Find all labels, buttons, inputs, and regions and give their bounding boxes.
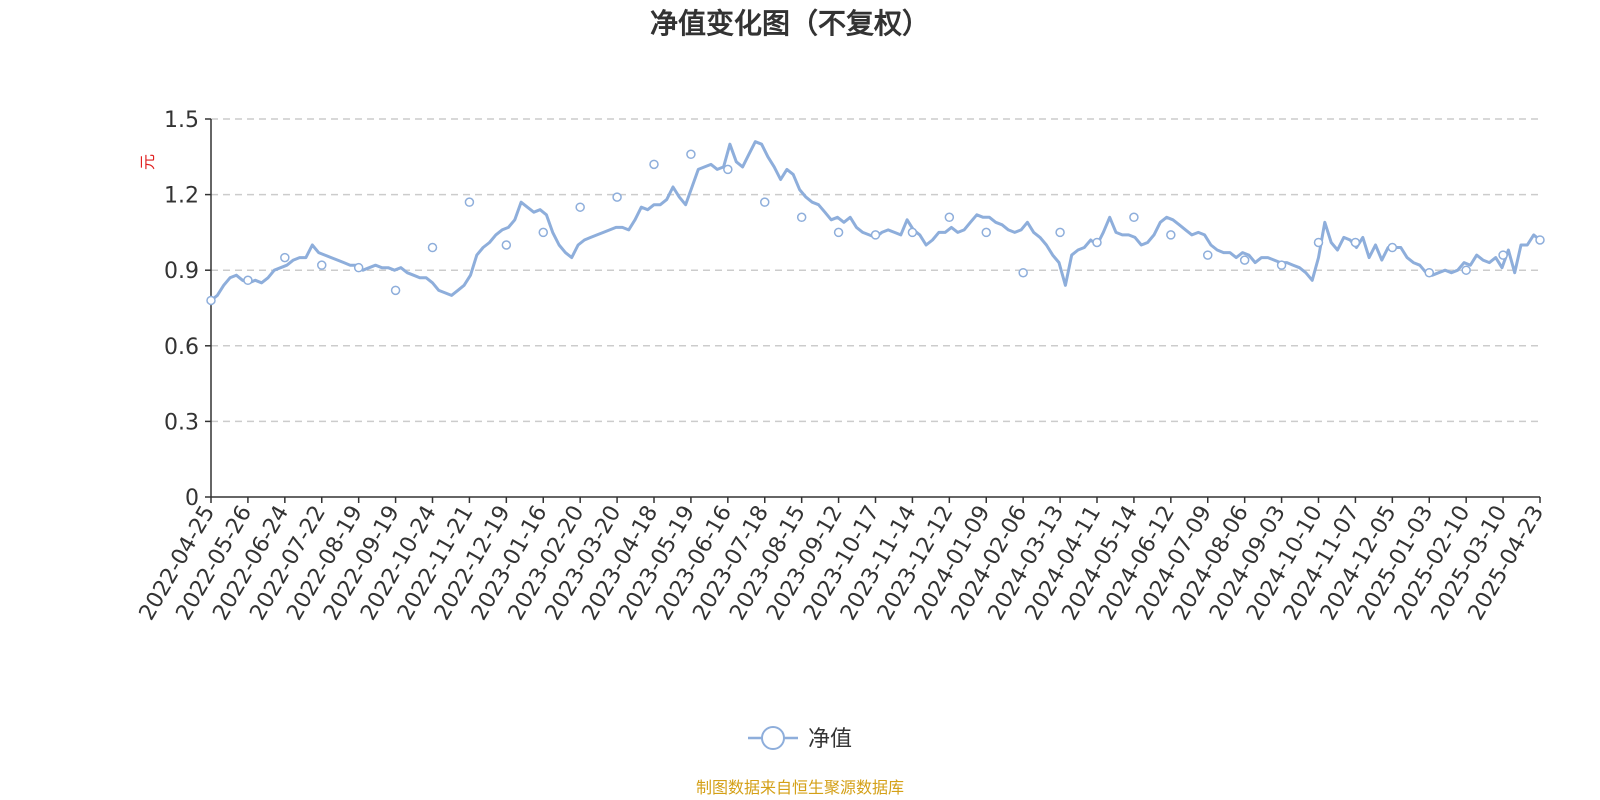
data-point[interactable] (944, 212, 955, 223)
legend-circle-icon (761, 726, 785, 750)
data-point[interactable] (1276, 260, 1287, 270)
data-point[interactable] (1018, 267, 1028, 278)
x-ticks: 2022-04-252022-05-262022-06-242022-07-22… (135, 497, 1549, 625)
data-point[interactable] (1350, 237, 1361, 248)
data-point[interactable] (280, 252, 290, 263)
data-point[interactable] (981, 227, 991, 238)
series-layer (210, 140, 1541, 302)
data-point[interactable] (833, 227, 844, 238)
data-point[interactable] (907, 227, 918, 238)
legend-label: 净值 (808, 727, 852, 752)
data-point[interactable] (1055, 227, 1065, 238)
data-point[interactable] (723, 164, 733, 175)
data-point[interactable] (1092, 237, 1102, 248)
legend[interactable]: 净值 (748, 726, 852, 752)
y-tick-label: 0 (185, 486, 199, 511)
y-ticks: 0 0.3 0.6 0.9 1.2 1.5 (164, 108, 211, 511)
y-tick-label: 0.3 (164, 410, 199, 435)
source-note: 制图数据来自恒生聚源数据库 (696, 778, 904, 797)
data-point[interactable] (612, 192, 622, 202)
data-point[interactable] (1498, 250, 1508, 260)
y-axis-label: 元 (138, 154, 157, 170)
data-point[interactable] (353, 262, 364, 273)
data-point[interactable] (1461, 265, 1471, 275)
series-markers (206, 149, 1545, 306)
data-point[interactable] (1424, 267, 1434, 278)
data-point[interactable] (464, 197, 475, 207)
data-point[interactable] (796, 212, 807, 223)
data-point[interactable] (1203, 250, 1213, 260)
data-point[interactable] (317, 260, 327, 270)
data-point[interactable] (870, 230, 881, 240)
data-point[interactable] (243, 275, 253, 286)
y-tick-label: 0.6 (164, 335, 199, 360)
data-point[interactable] (1239, 255, 1250, 265)
data-point[interactable] (1535, 235, 1545, 245)
data-point[interactable] (760, 197, 770, 207)
series-line (210, 140, 1541, 302)
data-point[interactable] (686, 149, 696, 160)
axes (210, 119, 1540, 498)
data-point[interactable] (501, 240, 512, 250)
data-point[interactable] (538, 227, 548, 238)
data-point[interactable] (1129, 212, 1139, 223)
data-point[interactable] (1387, 242, 1398, 253)
chart-title: 净值变化图（不复权） (650, 7, 930, 40)
grid-lines (211, 118, 1540, 423)
data-point[interactable] (427, 242, 438, 253)
data-point[interactable] (206, 295, 216, 306)
data-point[interactable] (1313, 237, 1324, 248)
data-point[interactable] (1166, 230, 1176, 240)
y-tick-label: 1.5 (164, 108, 199, 133)
data-point[interactable] (575, 202, 585, 212)
data-point[interactable] (649, 159, 659, 170)
y-tick-label: 1.2 (164, 184, 199, 209)
data-point[interactable] (390, 285, 401, 296)
y-tick-label: 0.9 (164, 259, 199, 284)
